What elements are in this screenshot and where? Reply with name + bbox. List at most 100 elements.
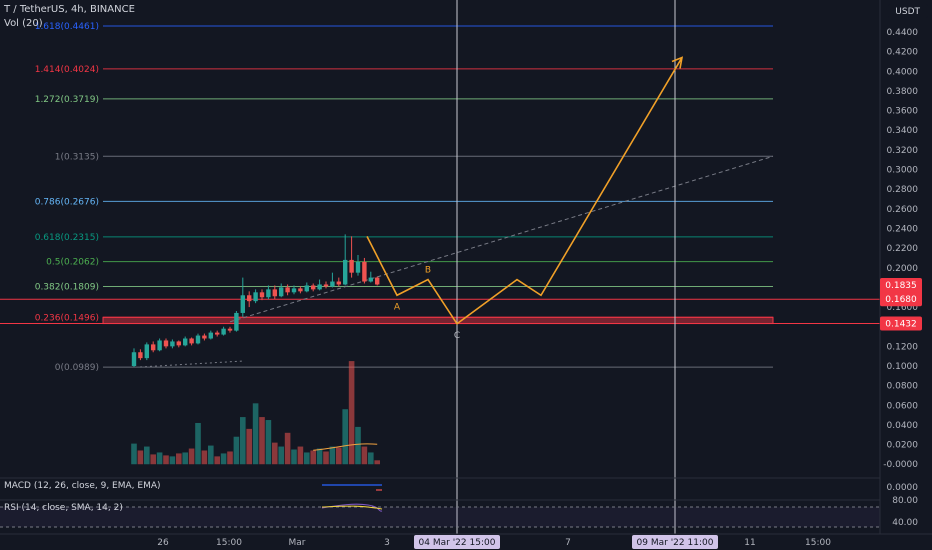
volume-bar [368, 452, 374, 465]
candle-body [330, 281, 335, 287]
candle-body [183, 338, 188, 346]
elliott-path [366, 57, 683, 325]
candle-body [266, 289, 271, 298]
candle-body [131, 352, 137, 366]
wave-label-c: C [454, 331, 460, 341]
fib-label: 0.618(0.2315) [35, 233, 99, 243]
level-1: 0.1680 [885, 295, 917, 305]
candle-body [336, 281, 341, 285]
current-price: 0.1835 [885, 281, 917, 291]
candle-body [144, 344, 149, 359]
candle-body [240, 295, 245, 313]
candle-body [285, 287, 290, 293]
time-tick: 3 [384, 538, 390, 548]
volume-bar [150, 454, 156, 465]
rsi-label[interactable]: RSI (14, close, SMA, 14, 2) [4, 503, 123, 513]
volume-bar [310, 450, 316, 465]
candle-body [272, 289, 277, 297]
price-tick: 0.2600 [887, 205, 919, 215]
candle-body [138, 352, 143, 359]
price-tick: 0.3400 [887, 126, 919, 136]
volume-bar [163, 455, 169, 465]
fib-label: 0.786(0.2676) [35, 197, 99, 207]
cursor-badge [414, 535, 500, 549]
cursor-badge [632, 535, 718, 549]
volume-bar [374, 460, 380, 465]
projection-path: A B C [366, 56, 684, 341]
price-tick: 0.1000 [887, 362, 919, 372]
price-tick: 0.3800 [887, 87, 919, 97]
volume-bar [329, 446, 336, 465]
candle-body [208, 332, 213, 339]
candle-body [189, 338, 194, 344]
candle-body [227, 328, 233, 331]
volume-bar [304, 452, 310, 465]
trendlines [139, 0, 774, 534]
volume-bar [176, 453, 182, 465]
time-tick: 26 [157, 538, 169, 548]
volume-bar [284, 432, 291, 465]
price-tick: 0.4000 [887, 67, 919, 77]
time-tick: 15:00 [805, 538, 831, 548]
price-tick: 0.3000 [887, 166, 919, 176]
candle-body [234, 312, 239, 331]
candles [131, 234, 380, 367]
wave-label-b: B [425, 266, 431, 276]
rsi-ma-line [321, 505, 383, 510]
candle-body [170, 341, 175, 347]
price-tick: 0.2400 [887, 224, 919, 234]
volume-bar [355, 426, 361, 465]
volume-bar [342, 409, 348, 465]
candle-body [202, 335, 207, 339]
price-tick: 0.0200 [887, 441, 919, 451]
symbol-title[interactable]: T / TetherUS, 4h, BINANCE [4, 4, 135, 15]
volume-bar [291, 449, 297, 465]
volume-bar [137, 450, 144, 465]
fib-label: 1(0.3135) [55, 152, 99, 162]
volume-bar [316, 448, 323, 465]
volume-bar [259, 417, 265, 465]
candle-body [221, 328, 226, 335]
price-tick: 0.2200 [887, 244, 919, 254]
volume-bar [182, 452, 188, 465]
volume-bar [265, 420, 272, 465]
price-tick: 0.2800 [887, 185, 919, 195]
zone-rect [102, 316, 774, 325]
candle-body [279, 287, 284, 297]
fib-label: 0.382(0.1809) [35, 283, 99, 293]
candle-body [176, 341, 181, 346]
volume-ma-line [313, 443, 378, 451]
level-badge [880, 292, 922, 307]
fib-label: 0(0.0989) [55, 363, 99, 373]
candle-body [323, 284, 329, 287]
fib-label: 0.236(0.1496) [35, 313, 99, 323]
volume-bar [323, 451, 329, 465]
arrow-head [671, 56, 684, 69]
price-tick: 0.0400 [887, 421, 919, 431]
candle-body [304, 285, 309, 292]
volume-bar [220, 453, 227, 465]
fib-label: 1.414(0.4024) [35, 65, 99, 75]
price-tick: 0.4200 [887, 48, 919, 58]
candle-body [368, 277, 373, 282]
dashed-trendline [229, 155, 774, 323]
candle-body [259, 292, 265, 298]
price-tick: -0.0000 [883, 460, 918, 470]
rsi-tick: 80.00 [892, 496, 918, 506]
candle-body [151, 344, 156, 351]
sub-panes [0, 477, 880, 528]
candle-body [375, 277, 380, 285]
volume-bar [195, 422, 201, 465]
volume-bar [336, 447, 342, 465]
rsi-band [0, 507, 880, 527]
time-tick: 7 [565, 538, 571, 548]
volume-bar [169, 456, 176, 465]
volume-bar [297, 446, 304, 465]
candle-body [195, 335, 201, 344]
volume-bar [348, 361, 355, 465]
candle-body [298, 288, 303, 292]
volume-indicator-label[interactable]: Vol (20) [4, 18, 43, 29]
macd-label[interactable]: MACD (12, 26, close, 9, EMA, EMA) [4, 481, 161, 491]
